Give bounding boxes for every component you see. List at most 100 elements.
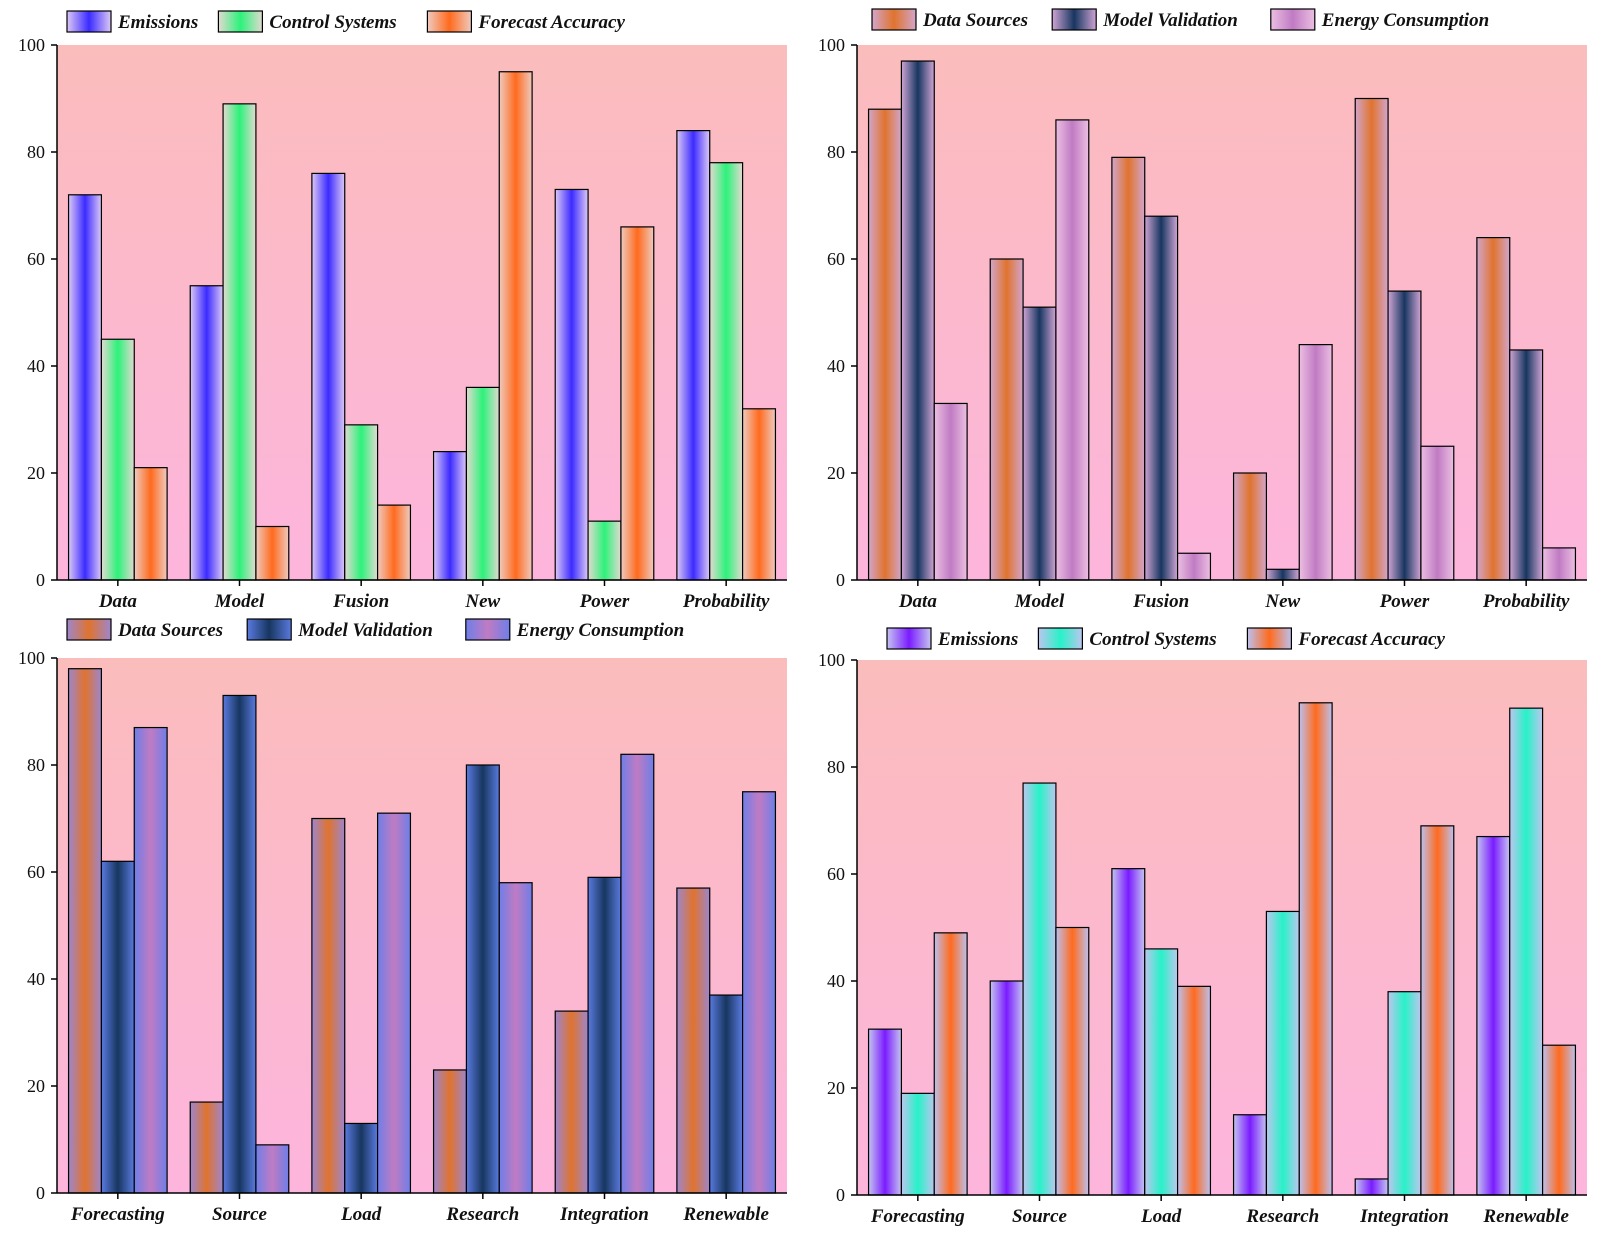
bar-control-systems-integration [1387, 991, 1422, 1196]
y-tick-label: 80 [827, 757, 845, 777]
bar-emissions-model [189, 285, 224, 581]
legend: Emissions Control Systems Forecast Accurac… [886, 627, 1445, 650]
bar-forecast-accuracy-data [133, 467, 168, 581]
bar-forecast-accuracy-probability [741, 408, 777, 581]
bar-forecast-accuracy-model [255, 525, 290, 581]
legend-label: Model Validation [297, 620, 433, 641]
y-tick-label: 60 [827, 249, 845, 269]
x-tick-label: Probability [1482, 591, 1570, 612]
bar-energy-consumption-research [498, 882, 533, 1194]
x-tick-label: Data [898, 591, 938, 612]
bar-energy-consumption-forecasting [133, 726, 168, 1194]
bar-model-validation-data [900, 60, 935, 581]
bar-forecast-accuracy-load [1176, 985, 1212, 1196]
bar-data-sources-forecasting [67, 668, 103, 1194]
bar-control-systems-new [465, 386, 500, 581]
x-tick-label: Renewable [682, 1204, 769, 1225]
bar-control-systems-forecasting [900, 1092, 935, 1196]
x-tick-label: Forecasting [70, 1204, 165, 1225]
legend-label: Forecast Accuracy [477, 12, 625, 33]
legend: Data Sources Model Validation Energy Consu… [871, 8, 1489, 31]
bar-forecast-accuracy-integration [1420, 825, 1455, 1196]
plot-background [57, 658, 787, 1193]
x-tick-label: Research [445, 1204, 519, 1225]
bar-forecast-accuracy-fusion [376, 504, 412, 581]
y-tick-label: 0 [36, 570, 45, 590]
bar-data-sources-source [189, 1101, 224, 1194]
bar-energy-consumption-integration [620, 753, 655, 1194]
x-tick-label: Source [212, 1204, 267, 1225]
legend-swatch [66, 618, 112, 641]
legend-label: Control Systems [1089, 629, 1216, 650]
legend-label: Energy Consumption [1321, 10, 1489, 31]
legend-label: Data Sources [117, 620, 223, 641]
y-tick-label: 0 [836, 570, 845, 590]
x-tick-label: Load [1140, 1206, 1182, 1227]
x-tick-label: Model [214, 591, 265, 612]
legend-swatch [426, 10, 472, 33]
chart-panel-bottom-right: Forecasting Source Load Research Integration… [818, 627, 1587, 1227]
bar-forecast-accuracy-source [1055, 926, 1090, 1196]
bar-energy-consumption-load [376, 812, 412, 1194]
bar-emissions-forecasting [867, 1028, 903, 1196]
bar-data-sources-renewable [676, 887, 711, 1194]
legend-label: Control Systems [269, 12, 396, 33]
bar-energy-consumption-fusion [1176, 552, 1212, 581]
bar-energy-consumption-power [1420, 445, 1455, 581]
bar-forecast-accuracy-power [620, 226, 655, 581]
y-tick-label: 60 [827, 864, 845, 884]
legend: Emissions Control Systems Forecast Accurac… [66, 10, 625, 33]
bar-model-validation-new [1265, 568, 1300, 581]
bar-model-validation-integration [587, 876, 622, 1194]
x-tick-label: Data [98, 591, 138, 612]
bar-emissions-data [67, 194, 103, 581]
chart-panel-top-right: Data Model Fusion New Power Probability 0 20 40 6… [818, 8, 1587, 612]
x-tick-label: Fusion [1132, 591, 1189, 612]
bar-emissions-integration [1354, 1178, 1389, 1196]
bar-control-systems-model [222, 103, 257, 581]
bar-energy-consumption-model [1055, 119, 1090, 581]
bar-emissions-probability [676, 130, 711, 581]
bar-emissions-new [432, 451, 468, 581]
bar-control-systems-data [100, 338, 135, 581]
y-tick-label: 100 [18, 648, 45, 668]
bar-forecast-accuracy-new [498, 71, 533, 581]
y-tick-label: 0 [36, 1183, 45, 1203]
y-tick-label: 20 [827, 1078, 845, 1098]
y-tick-label: 40 [827, 356, 845, 376]
x-tick-label: Forecasting [870, 1206, 965, 1227]
y-tick-label: 40 [27, 356, 45, 376]
bar-data-sources-integration [554, 1010, 589, 1194]
legend: Data Sources Model Validation Energy Consu… [66, 618, 684, 641]
bar-control-systems-fusion [344, 424, 379, 581]
bar-emissions-research [1232, 1114, 1268, 1196]
y-tick-label: 80 [27, 142, 45, 162]
y-tick-label: 40 [827, 971, 845, 991]
bar-control-systems-renewable [1509, 707, 1544, 1196]
x-tick-label: New [1264, 591, 1300, 612]
bar-control-systems-research [1265, 910, 1300, 1196]
bar-model-validation-renewable [709, 994, 744, 1194]
legend-swatch [1246, 627, 1293, 650]
x-tick-label: Source [1012, 1206, 1067, 1227]
bar-data-sources-new [1232, 472, 1268, 581]
y-tick-label: 40 [27, 969, 45, 989]
bar-model-validation-forecasting [100, 860, 135, 1194]
x-tick-label: Probability [682, 591, 770, 612]
legend-swatch [465, 618, 511, 641]
bar-control-systems-load [1144, 948, 1179, 1196]
legend-label: Forecast Accuracy [1297, 629, 1445, 650]
bar-energy-consumption-source [255, 1144, 290, 1194]
x-tick-label: Integration [1359, 1206, 1449, 1227]
y-tick-label: 100 [818, 650, 845, 670]
bar-forecast-accuracy-research [1298, 702, 1333, 1196]
legend-swatch [1037, 627, 1084, 650]
bar-forecast-accuracy-renewable [1541, 1044, 1577, 1196]
bar-model-validation-research [465, 764, 500, 1194]
legend-swatch [217, 10, 263, 33]
bar-control-systems-source [1022, 782, 1057, 1196]
x-tick-label: Power [579, 591, 630, 612]
y-tick-label: 80 [27, 755, 45, 775]
y-tick-label: 0 [836, 1185, 845, 1205]
